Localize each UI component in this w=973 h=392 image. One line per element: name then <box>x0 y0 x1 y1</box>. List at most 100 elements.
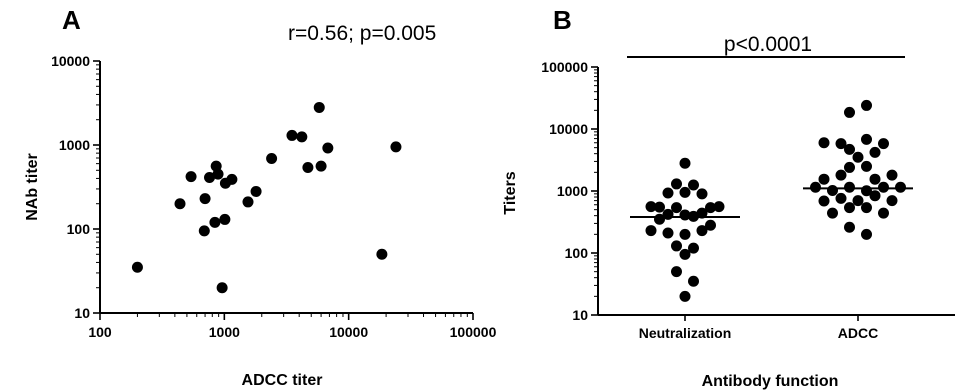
panel-b-y-tick-label: 100000 <box>541 59 588 75</box>
panel-b-point <box>835 192 847 204</box>
panel-b-points <box>630 99 913 302</box>
panel-a-ticks: 10 100 1000 10000 100 1000 10000 100000 <box>51 53 497 340</box>
panel-b-point <box>688 179 699 191</box>
panel-a-point <box>216 282 228 294</box>
panel-a-x-tick-label: 1000 <box>209 324 240 340</box>
panel-b-point <box>878 207 889 219</box>
panel-b-point <box>835 138 847 150</box>
panel-b-point <box>878 181 889 193</box>
panel-a-point <box>204 172 216 184</box>
panel-a-point <box>322 142 334 154</box>
panel-b-point <box>861 133 872 145</box>
panel-a-point <box>315 160 327 172</box>
panel-a-point <box>266 153 278 165</box>
panel-b-y-tick-label: 10000 <box>549 121 588 137</box>
panel-b-point <box>679 186 691 198</box>
panel-b-point <box>679 157 691 169</box>
panel-b-point <box>835 169 847 181</box>
panel-b: B p<0.0001 10 100 1000 10000 100000 Neutrali… <box>502 5 955 390</box>
panel-b-point <box>705 202 716 214</box>
panel-b-point <box>818 137 830 149</box>
panel-b-point <box>844 202 855 214</box>
panel-b-point <box>810 181 821 193</box>
panel-b-ticks: 10 100 1000 10000 100000 <box>541 59 859 323</box>
panel-a-point <box>313 101 325 113</box>
panel-a-y-tick-label: 1000 <box>59 137 90 153</box>
panel-a-y-title: NAb titer <box>24 153 41 221</box>
panel-b-point <box>861 202 872 214</box>
panel-b-category-adcc: ADCC <box>838 325 878 341</box>
panel-b-point <box>852 151 864 163</box>
panel-b-point <box>869 190 881 202</box>
panel-a-letter: A <box>62 5 81 35</box>
panel-a-points <box>131 101 402 294</box>
panel-b-x-title: Antibody function <box>702 373 839 390</box>
panel-a-point <box>199 193 211 205</box>
panel-b-point <box>869 146 881 158</box>
panel-b-point <box>679 228 691 240</box>
panel-b-point <box>861 160 872 172</box>
panel-b-point <box>679 290 691 302</box>
panel-b-point <box>679 248 691 260</box>
panel-a-point <box>131 261 143 273</box>
panel-a-x-tick-label: 100 <box>88 324 112 340</box>
panel-b-point <box>696 207 708 219</box>
panel-b-point <box>645 201 657 213</box>
panel-b-point <box>688 242 699 254</box>
panel-a-point <box>185 171 197 183</box>
panel-b-point <box>844 106 855 118</box>
panel-b-point <box>861 228 872 240</box>
panel-a-point <box>296 131 308 143</box>
panel-b-y-tick-label: 10 <box>572 307 588 323</box>
panel-b-y-tick-label: 100 <box>565 245 589 261</box>
panel-b-y-title: Titers <box>502 171 519 214</box>
panel-b-category-neutralization: Neutralization <box>639 325 732 341</box>
panel-b-point <box>827 184 838 196</box>
panel-a-y-tick-label: 10000 <box>51 53 90 69</box>
panel-b-point <box>827 207 838 219</box>
panel-b-pvalue: p<0.0001 <box>724 33 812 56</box>
panel-b-point <box>645 225 657 237</box>
panel-b-point <box>844 143 855 155</box>
panel-b-point <box>696 188 708 200</box>
panel-a-point <box>212 168 224 180</box>
panel-b-y-tick-label: 1000 <box>557 183 588 199</box>
panel-a-point <box>209 216 221 228</box>
panel-b-point <box>654 201 665 213</box>
panel-a-point <box>302 161 314 173</box>
panel-b-point <box>671 202 682 214</box>
panel-a-x-tick-label: 100000 <box>450 324 497 340</box>
panel-b-point <box>818 195 830 207</box>
panel-a-point <box>250 185 262 197</box>
panel-b-point <box>671 178 682 190</box>
panel-a-correlation: r=0.56; p=0.005 <box>288 22 436 45</box>
panel-a-point <box>219 213 231 225</box>
panel-b-point <box>878 138 889 150</box>
panel-b-point <box>654 213 665 225</box>
panel-b-point <box>886 169 898 181</box>
panel-b-point <box>861 99 872 111</box>
panel-a-point <box>242 196 254 208</box>
panel-b-point <box>671 240 682 252</box>
panel-b-point <box>844 221 855 233</box>
panel-a-point <box>174 198 186 210</box>
panel-b-letter: B <box>553 5 572 35</box>
panel-a-x-title: ADCC titer <box>242 372 323 389</box>
panel-b-point <box>869 173 881 185</box>
panel-b-point <box>852 195 864 207</box>
panel-a-point <box>198 225 210 237</box>
panel-a-point <box>376 248 388 260</box>
panel-b-point <box>895 181 906 193</box>
panel-b-point <box>844 161 855 173</box>
panel-b-point <box>671 266 682 278</box>
panel-a-y-tick-label: 10 <box>74 305 90 321</box>
panel-a-point <box>286 129 298 141</box>
panel-b-point <box>662 187 674 199</box>
panel-b-point <box>688 275 699 287</box>
panel-b-point <box>844 181 855 193</box>
panel-a-x-tick-label: 10000 <box>329 324 368 340</box>
panel-b-point <box>886 195 898 207</box>
panel-b-point <box>696 225 708 237</box>
